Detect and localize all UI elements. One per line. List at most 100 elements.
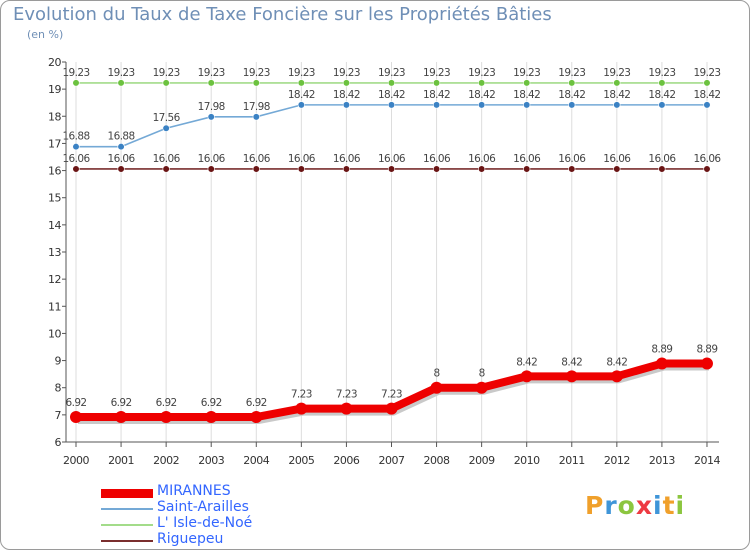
data-point-riguepeu xyxy=(207,165,215,173)
data-label-riguepeu: 16.06 xyxy=(62,153,90,165)
data-label-saint-arailles: 18.42 xyxy=(468,89,495,101)
y-tick-label: 7 xyxy=(55,409,62,422)
x-tick-label: 2008 xyxy=(424,454,450,467)
data-point-mirannes xyxy=(655,357,668,370)
data-point-l-isle-de-noe xyxy=(207,79,215,87)
y-tick-label: 12 xyxy=(48,273,61,286)
legend-swatch xyxy=(101,524,153,526)
data-label-l-isle-de-noe: 19.23 xyxy=(468,67,495,79)
logo-letter: o xyxy=(617,491,636,520)
data-point-l-isle-de-noe xyxy=(432,79,441,87)
data-point-saint-arailles xyxy=(72,143,80,151)
legend-label: Riguepeu xyxy=(157,531,224,547)
data-label-riguepeu: 16.06 xyxy=(603,153,631,165)
data-point-mirannes xyxy=(565,370,578,383)
legend-swatch xyxy=(101,508,153,510)
data-point-saint-arailles xyxy=(297,101,305,109)
data-label-saint-arailles: 18.42 xyxy=(603,89,630,101)
data-label-saint-arailles: 18.42 xyxy=(648,89,675,101)
data-label-l-isle-de-noe: 19.23 xyxy=(62,67,89,79)
chart-title: Evolution du Taux de Taxe Foncière sur l… xyxy=(13,4,552,25)
x-tick-label: 2010 xyxy=(514,454,540,467)
data-label-mirannes: 8 xyxy=(479,368,485,380)
data-point-riguepeu xyxy=(523,165,531,173)
y-tick-label: 18 xyxy=(48,110,61,123)
data-point-riguepeu xyxy=(297,165,305,173)
data-label-saint-arailles: 18.42 xyxy=(333,89,360,101)
data-point-saint-arailles xyxy=(117,143,125,151)
data-point-mirannes xyxy=(610,370,623,383)
data-point-riguepeu xyxy=(342,165,351,173)
data-label-saint-arailles: 18.42 xyxy=(288,89,315,101)
data-point-saint-arailles xyxy=(478,101,486,109)
data-point-mirannes xyxy=(115,411,128,424)
legend-label: MIRANNES xyxy=(157,483,231,499)
data-point-saint-arailles xyxy=(432,101,441,109)
logo-letter: t xyxy=(662,491,676,520)
data-label-mirannes: 7.23 xyxy=(336,389,357,401)
data-point-riguepeu xyxy=(387,165,396,173)
data-point-saint-arailles xyxy=(162,124,170,132)
data-label-saint-arailles: 17.98 xyxy=(198,101,225,113)
data-point-saint-arailles xyxy=(523,101,531,109)
data-label-l-isle-de-noe: 19.23 xyxy=(198,67,225,79)
data-label-saint-arailles: 17.56 xyxy=(153,112,181,124)
x-tick-label: 2004 xyxy=(243,454,269,467)
data-label-riguepeu: 16.06 xyxy=(288,153,316,165)
data-label-saint-arailles: 18.42 xyxy=(558,89,585,101)
data-label-l-isle-de-noe: 19.23 xyxy=(153,67,180,79)
data-point-riguepeu xyxy=(162,165,170,173)
y-tick-label: 9 xyxy=(55,355,62,368)
x-tick-label: 2000 xyxy=(63,454,89,467)
data-point-l-isle-de-noe xyxy=(72,79,80,87)
legend-swatch xyxy=(101,488,153,498)
x-tick-label: 2013 xyxy=(649,454,675,467)
data-point-mirannes xyxy=(340,402,353,415)
data-point-saint-arailles xyxy=(568,101,576,109)
data-label-l-isle-de-noe: 19.23 xyxy=(243,67,270,79)
y-tick-label: 19 xyxy=(48,83,61,96)
data-label-l-isle-de-noe: 19.23 xyxy=(108,67,135,79)
x-tick-label: 2009 xyxy=(469,454,495,467)
data-label-riguepeu: 16.06 xyxy=(558,153,586,165)
data-point-saint-arailles xyxy=(658,101,666,109)
legend-swatch xyxy=(101,540,153,542)
data-label-riguepeu: 16.06 xyxy=(333,153,361,165)
data-label-saint-arailles: 18.42 xyxy=(693,89,720,101)
data-label-l-isle-de-noe: 19.23 xyxy=(288,67,315,79)
data-point-mirannes xyxy=(205,411,218,424)
y-tick-label: 11 xyxy=(48,300,61,313)
y-tick-label: 10 xyxy=(48,327,61,340)
data-point-riguepeu xyxy=(703,165,711,173)
data-label-l-isle-de-noe: 19.23 xyxy=(333,67,360,79)
data-point-mirannes xyxy=(475,381,488,394)
x-tick-label: 2007 xyxy=(378,454,404,467)
data-point-saint-arailles xyxy=(252,113,260,121)
data-label-saint-arailles: 16.88 xyxy=(108,131,135,143)
data-point-mirannes xyxy=(250,411,263,424)
data-point-riguepeu xyxy=(568,165,576,173)
data-point-l-isle-de-noe xyxy=(162,79,170,87)
logo-letter: r xyxy=(604,491,618,520)
data-label-l-isle-de-noe: 19.23 xyxy=(603,67,630,79)
x-tick-label: 2001 xyxy=(108,454,134,467)
data-label-riguepeu: 16.06 xyxy=(153,153,181,165)
data-label-mirannes: 6.92 xyxy=(111,397,132,409)
data-point-riguepeu xyxy=(478,165,486,173)
y-tick-label: 16 xyxy=(48,165,61,178)
data-point-l-isle-de-noe xyxy=(523,79,531,87)
data-label-saint-arailles: 16.88 xyxy=(62,131,89,143)
data-point-mirannes xyxy=(430,381,443,394)
data-point-riguepeu xyxy=(658,165,666,173)
logo-letter: P xyxy=(585,491,605,520)
data-point-l-isle-de-noe xyxy=(613,79,621,87)
data-point-l-isle-de-noe xyxy=(117,79,125,87)
data-label-mirannes: 8.89 xyxy=(651,344,672,356)
data-point-riguepeu xyxy=(613,165,621,173)
data-point-l-isle-de-noe xyxy=(387,79,396,87)
y-tick-label: 6 xyxy=(55,436,62,449)
data-point-l-isle-de-noe xyxy=(252,79,260,87)
data-label-saint-arailles: 18.42 xyxy=(513,89,540,101)
y-tick-label: 14 xyxy=(48,219,61,232)
